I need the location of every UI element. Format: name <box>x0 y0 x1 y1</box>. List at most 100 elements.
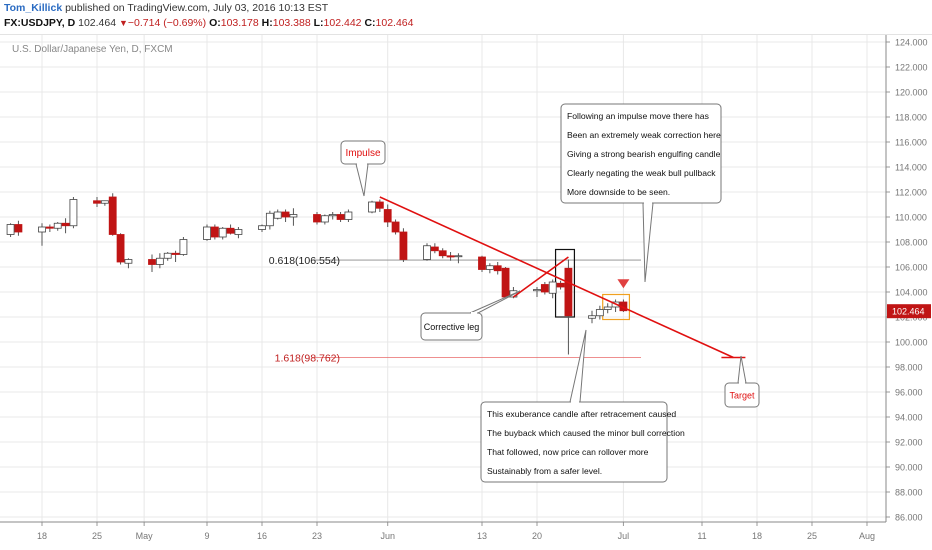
candle-up[interactable] <box>344 211 353 220</box>
y-tick-label: 104.000 <box>895 288 928 298</box>
candle-up[interactable] <box>124 259 133 264</box>
author-link[interactable]: Tom_Killick <box>4 2 63 14</box>
publish-info: published on TradingView.com, July 03, 2… <box>65 2 329 14</box>
candle-down[interactable] <box>210 226 219 238</box>
close-value: 102.464 <box>375 17 414 29</box>
candle-up[interactable] <box>265 212 274 227</box>
candle-down[interactable] <box>61 222 70 227</box>
exuberance-callout-text: Sustainably from a safer level. <box>487 466 602 476</box>
candle-up[interactable] <box>595 309 604 317</box>
candle-up[interactable] <box>218 227 227 238</box>
candle-up[interactable] <box>588 315 596 319</box>
candle-down[interactable] <box>171 252 180 255</box>
candle-up[interactable] <box>423 245 431 260</box>
candle-up[interactable] <box>289 214 298 218</box>
x-tick-label: 11 <box>697 531 706 541</box>
candle-down[interactable] <box>556 282 565 288</box>
candle-up[interactable] <box>6 224 15 235</box>
candle-down[interactable] <box>14 224 23 233</box>
open-label: O: <box>209 17 221 29</box>
x-tick-label: 16 <box>257 531 267 541</box>
candle-down[interactable] <box>336 214 345 220</box>
candle-down[interactable] <box>540 284 549 293</box>
trend-line-2 <box>512 256 569 298</box>
candle-down[interactable] <box>108 196 117 235</box>
candle-down[interactable] <box>226 227 235 234</box>
candle-up[interactable] <box>548 281 557 294</box>
y-tick-label: 116.000 <box>895 138 927 148</box>
candle-down[interactable] <box>399 231 408 260</box>
candle-down[interactable] <box>93 200 101 204</box>
exuberance-callout-text: This exuberance candle after retracement… <box>487 409 676 419</box>
info-callout-text: Following an impulse move there has <box>567 111 709 121</box>
y-tick-label: 96.000 <box>895 388 923 398</box>
candle-up[interactable] <box>53 222 62 229</box>
y-tick-label: 108.000 <box>895 238 928 248</box>
candle-up[interactable] <box>258 225 266 230</box>
x-tick-label: 9 <box>204 531 209 541</box>
y-tick-label: 114.000 <box>895 163 927 173</box>
candle-up[interactable] <box>234 229 243 235</box>
x-tick-label: 18 <box>752 531 762 541</box>
candle-down[interactable] <box>446 255 455 258</box>
y-tick-label: 90.000 <box>895 463 923 473</box>
candle-up[interactable] <box>320 215 329 223</box>
candle-down[interactable] <box>478 256 486 270</box>
candle-down[interactable] <box>383 209 392 223</box>
candle-up[interactable] <box>368 201 376 213</box>
trend-line-1 <box>379 196 734 359</box>
x-tick-label: May <box>136 531 154 541</box>
candle-down[interactable] <box>45 226 54 229</box>
candle-up[interactable] <box>203 226 211 240</box>
candle-up[interactable] <box>38 226 46 233</box>
corrective-callout-box[interactable] <box>420 312 483 341</box>
candle-down[interactable] <box>391 221 400 233</box>
candle-down[interactable] <box>375 201 384 209</box>
candle-up[interactable] <box>328 214 337 217</box>
candle-up[interactable] <box>163 252 172 259</box>
info-callout-box[interactable] <box>560 103 722 204</box>
exuberance-callout-text: That followed, now price can rollover mo… <box>487 447 649 457</box>
plot-area <box>0 35 886 522</box>
y-tick-label: 112.000 <box>895 188 927 198</box>
fib-level-label: 1.618(98.762) <box>275 352 340 364</box>
y-tick-label: 124.000 <box>895 38 928 48</box>
candle-down[interactable] <box>148 259 156 265</box>
candle-up[interactable] <box>179 239 188 255</box>
x-tick-label: 25 <box>807 531 817 541</box>
x-tick-label: 13 <box>477 531 487 541</box>
ohlc-line: FX:USDJPY, D 102.464 ▼−0.714 (−0.69%) O:… <box>4 17 414 29</box>
candle-up[interactable] <box>69 199 78 227</box>
y-tick-label: 88.000 <box>895 488 923 498</box>
candle-down[interactable] <box>501 267 510 298</box>
price-chart[interactable]: 86.000 88.000 90.000 92.000 94.000 96.000 98.0… <box>0 34 932 550</box>
x-tick-label: 23 <box>312 531 322 541</box>
candle-down[interactable] <box>281 211 290 218</box>
x-tick-label: 20 <box>532 531 542 541</box>
candle-down[interactable] <box>493 265 502 272</box>
candle-down[interactable] <box>116 234 125 263</box>
y-tick-label: 92.000 <box>895 438 923 448</box>
candle-down[interactable] <box>430 246 439 252</box>
exuberance-callout-text: The buyback which caused the minor bull … <box>487 428 685 438</box>
chart-header: Tom_Killick published on TradingView.com… <box>0 0 932 34</box>
impulse-callout-text: Impulse <box>345 148 380 159</box>
candle-up[interactable] <box>603 306 612 310</box>
candle-down[interactable] <box>564 267 573 317</box>
fib-level-label: 0.618(106.554) <box>269 255 340 267</box>
candle-up[interactable] <box>273 211 282 219</box>
y-tick-label: 98.000 <box>895 363 923 373</box>
corrective-callout-text: Corrective leg <box>424 322 480 332</box>
high-label: H: <box>261 17 273 29</box>
candle-up[interactable] <box>485 265 494 270</box>
symbol-label[interactable]: FX:USDJPY, D <box>4 17 76 29</box>
y-tick-label: 86.000 <box>895 513 923 523</box>
x-tick-label: Jul <box>618 531 630 541</box>
candle-down[interactable] <box>313 214 321 223</box>
candle-up[interactable] <box>100 200 109 204</box>
candle-up[interactable] <box>155 257 164 265</box>
candle-up[interactable] <box>454 255 463 258</box>
candle-up[interactable] <box>533 289 541 292</box>
candle-down[interactable] <box>438 250 447 257</box>
x-tick-label: 25 <box>92 531 102 541</box>
